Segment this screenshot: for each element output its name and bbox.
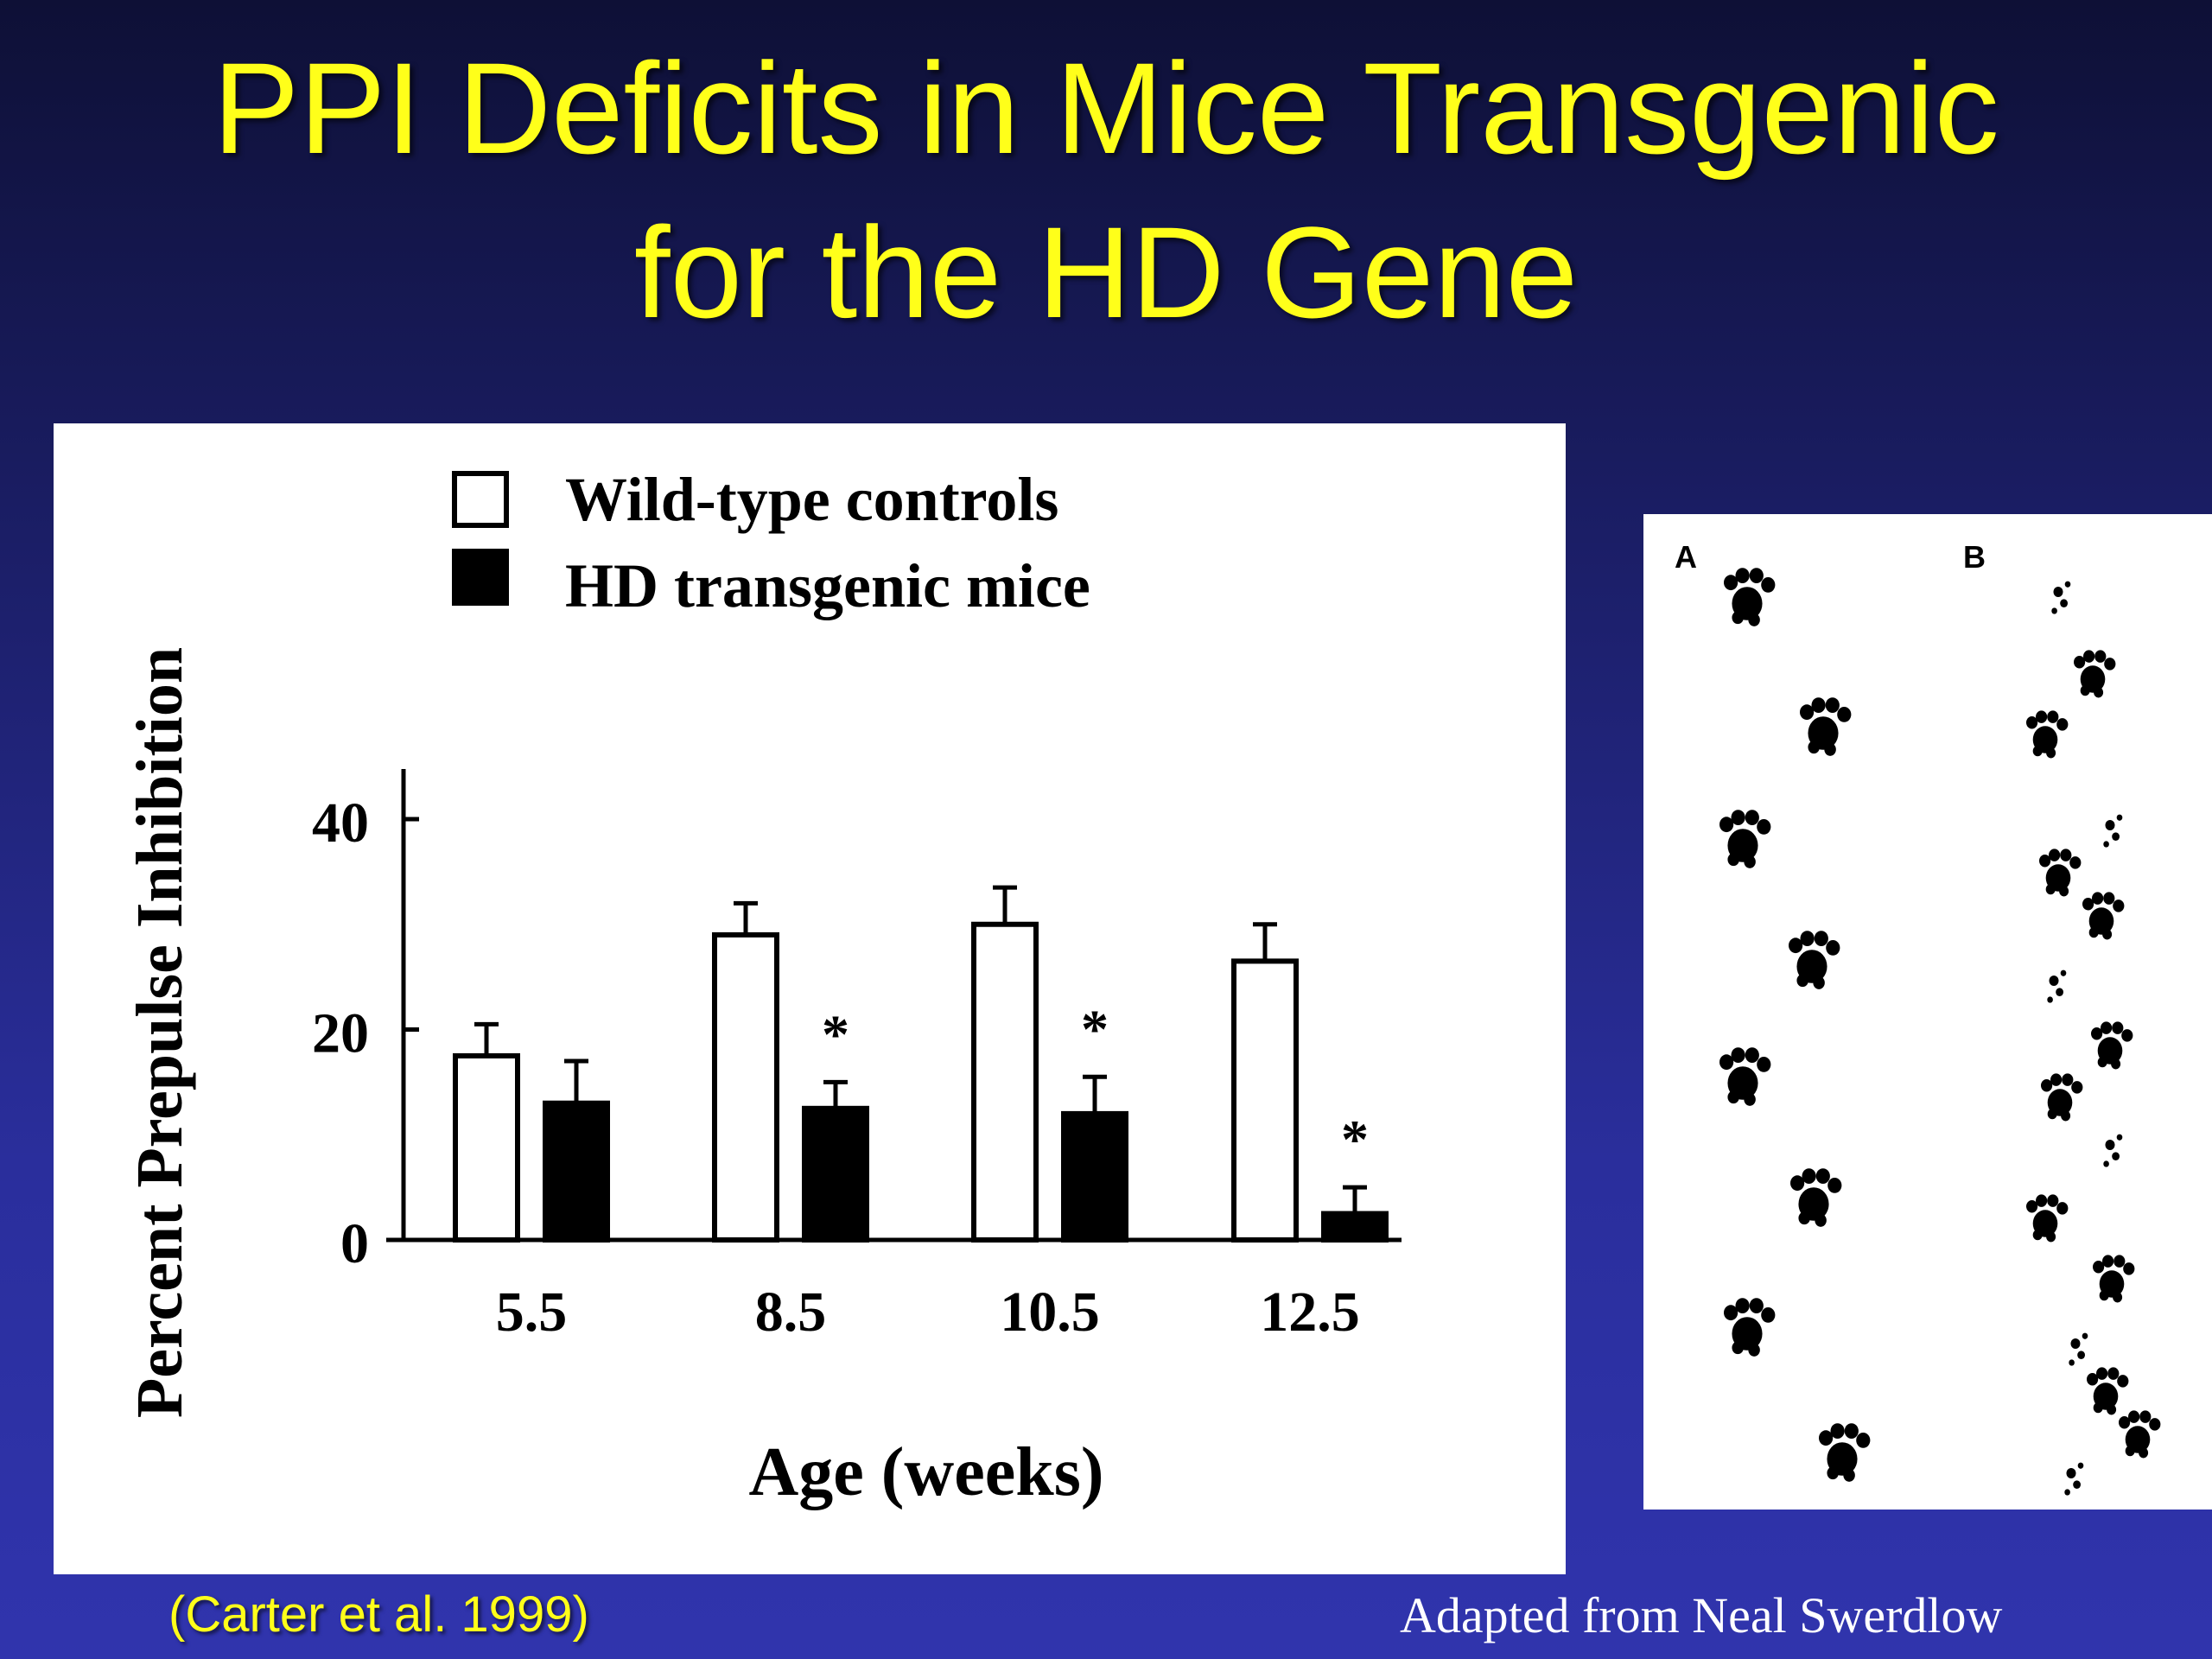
slide-title-line-1: PPI Deficits in Mice Transgenic bbox=[213, 35, 1999, 181]
y-tick-label: 40 bbox=[312, 791, 369, 855]
panel-a-label: A bbox=[1675, 539, 1697, 575]
legend-swatch-wild-type bbox=[452, 471, 509, 528]
bar-wild-type bbox=[971, 921, 1039, 1243]
footprint-wild-type bbox=[1800, 697, 1852, 756]
footprint-hd-transgenic bbox=[2103, 814, 2123, 848]
bar-hd-transgenic bbox=[802, 1105, 869, 1243]
footprint-hd-transgenic bbox=[2039, 849, 2082, 897]
y-axis-label: Percent Prepulse Inhibition bbox=[124, 647, 196, 1418]
bar-hd-transgenic bbox=[543, 1100, 610, 1243]
bar-wild-type bbox=[1231, 958, 1299, 1243]
footprint-hd-transgenic bbox=[2026, 710, 2069, 759]
footprint-wild-type bbox=[1719, 1047, 1771, 1106]
panel-b-label: B bbox=[1963, 539, 1986, 575]
footprint-hd-transgenic bbox=[2119, 1410, 2161, 1459]
footprint-hd-transgenic bbox=[2091, 1021, 2133, 1070]
significance-marker: * bbox=[822, 1003, 849, 1065]
legend-swatch-hd-transgenic bbox=[452, 549, 509, 606]
bar-wild-type bbox=[453, 1052, 520, 1243]
footprint-hd-transgenic bbox=[2093, 1255, 2135, 1303]
bar-hd-transgenic bbox=[1321, 1211, 1389, 1243]
chart-legend: Wild-type controls HD transgenic mice bbox=[452, 465, 1090, 620]
x-tick-label: 5.5 bbox=[496, 1281, 568, 1344]
footprint-wild-type bbox=[1790, 1168, 1842, 1227]
gait-footprint-figure: A B bbox=[1643, 514, 2212, 1510]
significance-marker: * bbox=[1341, 1109, 1369, 1170]
footprint-hd-transgenic bbox=[2051, 581, 2071, 614]
bar-wild-type bbox=[712, 931, 779, 1243]
legend-label-wild-type: Wild-type controls bbox=[565, 465, 1058, 534]
y-tick-label: 20 bbox=[312, 1002, 369, 1065]
footprint-hd-transgenic bbox=[2103, 1134, 2123, 1167]
y-tick-label: 0 bbox=[340, 1212, 369, 1275]
significance-marker: * bbox=[1081, 998, 1109, 1059]
footprint-hd-transgenic bbox=[2026, 1194, 2069, 1243]
footprint-hd-transgenic bbox=[2074, 650, 2116, 698]
ppi-bar-chart-panel: Wild-type controls HD transgenic mice Pe… bbox=[54, 423, 1566, 1574]
footprint-hd-transgenic bbox=[2047, 969, 2067, 1003]
credit-text: Adapted from Neal Swerdlow bbox=[1400, 1587, 2003, 1643]
footprints-hd-transgenic bbox=[2026, 581, 2161, 1496]
footprint-hd-transgenic bbox=[2064, 1462, 2084, 1496]
footprint-hd-transgenic bbox=[2041, 1073, 2083, 1122]
footprint-wild-type bbox=[1724, 1298, 1776, 1357]
plot-area: 0 20 40 5.5 8.5 10.5 12.5 * * * bbox=[312, 769, 1402, 1344]
footprint-hd-transgenic bbox=[2087, 1367, 2129, 1415]
x-tick-label: 12.5 bbox=[1260, 1281, 1360, 1344]
footprint-wild-type bbox=[1819, 1423, 1871, 1482]
x-tick-label: 8.5 bbox=[755, 1281, 827, 1344]
x-tick-label: 10.5 bbox=[1000, 1281, 1100, 1344]
slide-title: PPI Deficits in Mice Transgenic for the … bbox=[0, 26, 2212, 354]
footprint-hd-transgenic bbox=[2082, 892, 2125, 940]
x-axis-label: Age (weeks) bbox=[749, 1434, 1104, 1510]
citation-text: (Carter et al. 1999) bbox=[168, 1586, 589, 1643]
footprint-traces: A B bbox=[1675, 539, 2161, 1496]
footprint-wild-type bbox=[1724, 568, 1776, 626]
footprint-wild-type bbox=[1789, 931, 1840, 989]
footprints-wild-type bbox=[1719, 568, 1871, 1482]
legend-label-hd-transgenic: HD transgenic mice bbox=[565, 551, 1090, 620]
bar-hd-transgenic bbox=[1061, 1110, 1128, 1243]
footprint-hd-transgenic bbox=[2069, 1332, 2088, 1366]
footprint-wild-type bbox=[1719, 810, 1771, 868]
slide-title-line-2: for the HD Gene bbox=[633, 200, 1579, 345]
ppi-bar-chart: Wild-type controls HD transgenic mice Pe… bbox=[124, 465, 1402, 1510]
